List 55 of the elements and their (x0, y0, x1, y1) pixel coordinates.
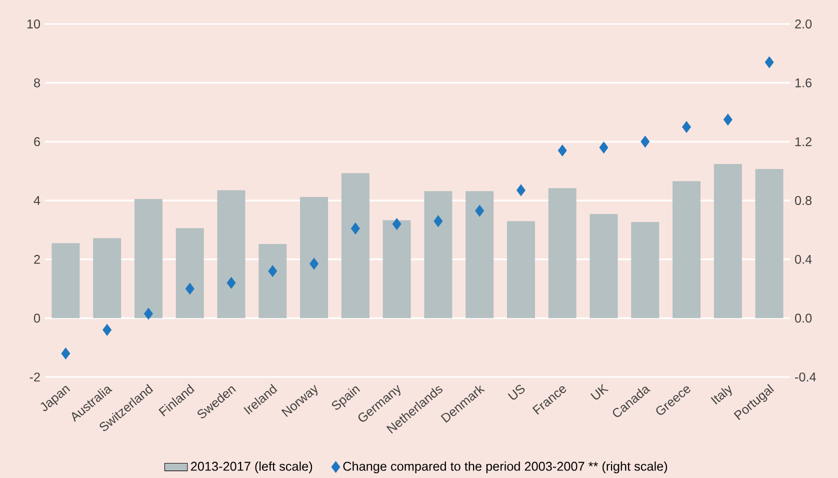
y-tick-label: 10 (27, 20, 40, 28)
point (682, 121, 692, 133)
point (723, 114, 732, 126)
y-tick-label: 8 (34, 78, 40, 88)
x-tick-label: Italy (710, 385, 732, 405)
bar (300, 196, 328, 318)
bar (714, 164, 742, 318)
point (516, 184, 526, 196)
point (350, 222, 360, 234)
bar (176, 228, 204, 318)
bar (755, 169, 784, 318)
point (226, 276, 236, 289)
y2-tick-label: -0.4 (795, 372, 816, 382)
x-tick-label: UK (590, 384, 609, 400)
x-tick-label: US (508, 384, 525, 400)
bar (258, 244, 287, 318)
point (475, 204, 484, 217)
y-tick-label: 0 (34, 314, 40, 323)
point (61, 348, 70, 360)
bar (424, 191, 452, 318)
y2-tick-label: 2.0 (795, 20, 812, 28)
point (268, 265, 278, 277)
point (764, 56, 774, 68)
bar (590, 214, 618, 318)
bar (506, 221, 535, 318)
bar (631, 222, 660, 318)
bar (52, 243, 80, 318)
bar (466, 191, 494, 318)
y2-tick-label: 0.4 (795, 254, 812, 264)
point (185, 282, 194, 295)
bar (382, 220, 411, 318)
y2-tick-label: 0.8 (795, 196, 812, 205)
y-tick-label: -2 (30, 372, 40, 382)
bar (672, 181, 701, 318)
legend-label: 2013-2017 (left scale) (190, 461, 312, 474)
point (640, 136, 650, 148)
bar (217, 190, 246, 318)
y2-tick-label: 1.6 (795, 78, 812, 88)
point (392, 218, 402, 230)
legend-label: Change compared to the period 2003-2007 ** (right scale) (343, 461, 668, 474)
bar (134, 199, 162, 318)
y2-tick-label: 0.0 (795, 314, 812, 323)
bar (548, 188, 576, 318)
bar (341, 173, 370, 318)
point (102, 324, 112, 336)
point (144, 308, 153, 320)
point (434, 215, 443, 227)
point (558, 144, 567, 156)
y-tick-label: 2 (34, 254, 40, 264)
point (599, 142, 608, 154)
point (310, 258, 318, 270)
y-tick-label: 4 (34, 196, 40, 205)
y2-tick-label: 1.2 (795, 137, 812, 146)
bar (93, 238, 122, 318)
y-tick-label: 6 (34, 137, 40, 146)
